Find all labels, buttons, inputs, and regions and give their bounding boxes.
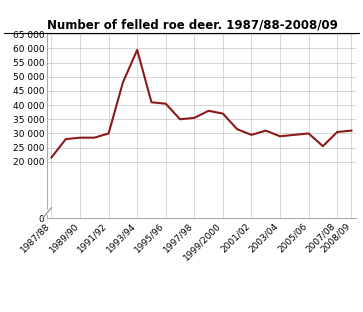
Text: Number of felled roe deer. 1987/88-2008/09: Number of felled roe deer. 1987/88-2008/…: [47, 19, 338, 32]
